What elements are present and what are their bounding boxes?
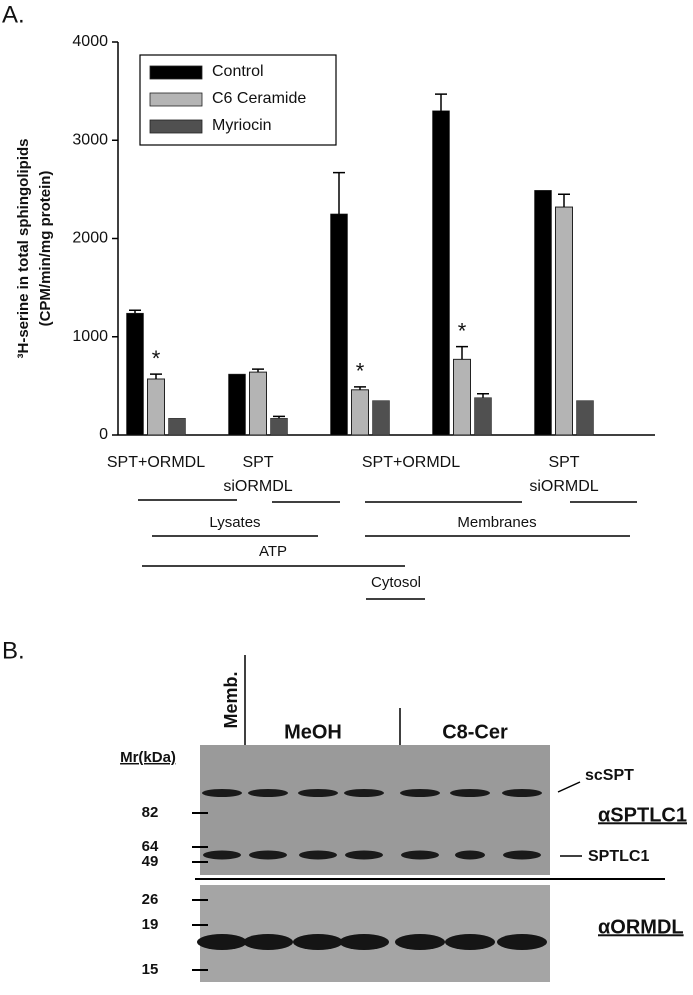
y-tick-label: 0 <box>99 426 108 443</box>
band <box>497 934 547 950</box>
pointer <box>557 781 581 793</box>
band <box>203 850 241 860</box>
bar <box>432 110 450 436</box>
significance-marker: * <box>356 359 365 384</box>
bar <box>228 373 246 436</box>
error-bar <box>354 386 366 390</box>
band <box>345 850 383 860</box>
bar <box>555 206 573 436</box>
y-tick-label: 1000 <box>72 328 108 345</box>
condition-label: Membranes <box>457 514 536 531</box>
band <box>243 934 293 950</box>
error-bar <box>477 392 489 398</box>
condition-label: Cytosol <box>371 574 421 591</box>
error-bar <box>435 93 447 111</box>
y-axis-label: ³H-serine in total sphingolipids <box>15 138 32 358</box>
band <box>248 789 288 797</box>
y-tick-label: 4000 <box>72 33 108 50</box>
band <box>299 850 337 860</box>
band <box>249 850 287 860</box>
band <box>450 789 490 797</box>
error-bar <box>129 309 141 314</box>
legend-label: C6 Ceramide <box>212 90 306 107</box>
mr-marker: 82 <box>142 804 159 821</box>
band <box>298 789 338 797</box>
legend-label: Myriocin <box>212 117 272 134</box>
band <box>503 850 541 860</box>
condition-label: ATP <box>259 543 287 560</box>
legend-swatch <box>149 92 203 107</box>
band-label: SPTLC1 <box>588 848 649 865</box>
mr-marker: 64 <box>142 838 159 855</box>
significance-marker: * <box>458 318 467 343</box>
bar <box>351 389 369 436</box>
bar <box>372 400 390 436</box>
mr-marker: 26 <box>142 891 159 908</box>
mr-marker: 19 <box>142 916 159 933</box>
band <box>339 934 389 950</box>
band <box>202 789 242 797</box>
x-tick-label: SPT siORMDL <box>223 454 292 495</box>
band <box>502 789 542 797</box>
bar <box>270 418 288 436</box>
lane-label: Memb. <box>221 671 241 728</box>
legend-swatch <box>149 65 203 80</box>
bar <box>168 418 186 436</box>
x-tick-label: SPT siORMDL <box>529 454 598 495</box>
band <box>445 934 495 950</box>
error-bar <box>333 171 345 214</box>
condition-label: Lysates <box>209 514 260 531</box>
legend-label: Control <box>212 63 264 80</box>
legend-swatch <box>149 119 203 134</box>
antibody-label: αSPTLC1 <box>598 804 687 826</box>
antibody-label: αORMDL <box>598 916 684 938</box>
x-tick-label: SPT+ORMDL <box>107 454 205 471</box>
y-tick-label: 2000 <box>72 230 108 247</box>
bar <box>576 400 594 436</box>
panel-label: B. <box>2 637 25 664</box>
band <box>344 789 384 797</box>
band <box>197 934 247 950</box>
blot-membrane <box>200 885 550 982</box>
x-tick-label: SPT+ORMDL <box>362 454 460 471</box>
error-bar <box>558 193 570 208</box>
mr-marker: 15 <box>142 961 159 978</box>
band <box>395 934 445 950</box>
bar <box>453 358 471 436</box>
blot <box>195 655 665 982</box>
band-label: scSPT <box>585 767 634 784</box>
mr-title: Mr(kDa) <box>120 749 176 766</box>
bands <box>197 789 547 950</box>
y-tick-label: 3000 <box>72 131 108 148</box>
band <box>400 789 440 797</box>
y-axis-label: (CPM/min/mg protein) <box>37 171 54 327</box>
band <box>455 850 485 860</box>
bar <box>474 397 492 436</box>
bar <box>147 378 165 436</box>
lane-label: C8-Cer <box>442 721 508 743</box>
lane-label: MeOH <box>284 721 342 743</box>
panel-label: A. <box>2 1 25 28</box>
error-bar <box>252 368 264 373</box>
bar <box>330 213 348 436</box>
bar <box>249 371 267 436</box>
mr-marker: 49 <box>142 853 159 870</box>
error-bar <box>456 345 468 360</box>
significance-marker: * <box>152 346 161 371</box>
error-bar <box>273 415 285 419</box>
bar <box>126 312 144 436</box>
bar <box>534 190 552 436</box>
error-bar <box>150 373 162 379</box>
band <box>293 934 343 950</box>
band <box>401 850 439 860</box>
